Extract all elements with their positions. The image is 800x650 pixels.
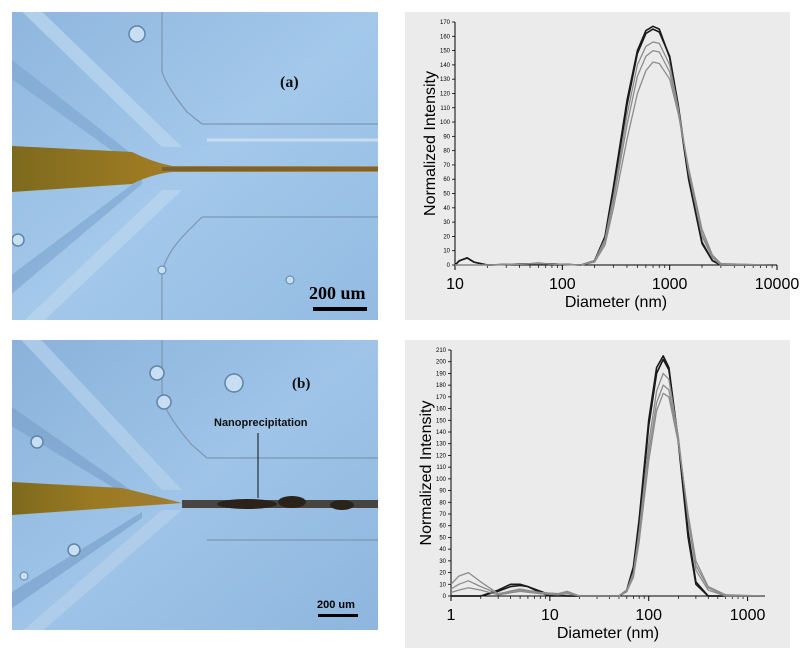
y-tick-label: 130: [440, 77, 451, 83]
micrograph-b-scale-bar: [318, 614, 358, 617]
x-tick-label: 1000: [730, 607, 766, 624]
y-tick-label: 160: [436, 407, 447, 413]
y-tick-label: 70: [443, 163, 450, 169]
chart-a-ylabel: Normalized Intensity: [422, 71, 439, 216]
plot-background: [405, 12, 790, 320]
y-tick-label: 40: [439, 547, 446, 553]
y-tick-label: 110: [436, 465, 446, 471]
micrograph-b-label: (b): [292, 376, 310, 392]
y-tick-label: 170: [440, 20, 451, 26]
x-tick-label: 10000: [755, 276, 800, 293]
y-tick-label: 50: [443, 192, 450, 198]
micrograph-a-label: (a): [280, 74, 299, 91]
micrograph-b-image: (b) Nanoprecipitation 200 um: [12, 340, 378, 630]
y-tick-label: 210: [436, 348, 447, 354]
y-tick-label: 110: [440, 106, 450, 112]
micrograph-a-scale-label: 200 um: [309, 283, 366, 303]
y-tick-label: 200: [436, 360, 447, 366]
x-tick-label: 100: [635, 607, 662, 624]
y-tick-label: 0: [447, 263, 451, 269]
x-tick-label: 1: [447, 607, 456, 624]
y-tick-label: 80: [443, 149, 450, 155]
y-tick-label: 60: [443, 177, 450, 183]
x-tick-label: 10: [541, 607, 559, 624]
y-tick-label: 20: [439, 571, 446, 577]
y-tick-label: 170: [436, 395, 447, 401]
y-tick-label: 90: [443, 134, 450, 140]
dls-chart-b-svg: 0102030405060708090100110120130140150160…: [405, 340, 790, 648]
micrograph-b-scale-label: 200 um: [317, 599, 355, 611]
y-tick-label: 130: [436, 442, 447, 448]
y-tick-label: 150: [440, 49, 451, 55]
series-line-5: [450, 392, 766, 597]
y-tick-label: 60: [439, 524, 446, 530]
micrograph-a: (a) 200 um: [12, 12, 378, 320]
y-tick-label: 160: [440, 34, 451, 40]
plot-background: [405, 340, 790, 648]
micrograph-a-scale-bar: [313, 307, 367, 311]
y-tick-label: 180: [436, 383, 447, 389]
x-tick-label: 10: [446, 276, 464, 293]
y-tick-label: 10: [443, 249, 450, 255]
nanoprecipitation-annotation: Nanoprecipitation: [214, 417, 308, 429]
y-tick-label: 90: [439, 489, 446, 495]
y-tick-label: 40: [443, 206, 450, 212]
chart-a-marks: 0 10 20 30 40 50 60 70 80 90 100 110 120 130 140 150 160…: [440, 20, 799, 293]
dls-chart-b: 0 10 20 30 40 50 60 70 80 90 100 110 120 130 140 150 160…: [405, 340, 790, 650]
y-tick-label: 30: [439, 559, 446, 565]
chart-b-ylabel: Normalized Intensity: [418, 401, 435, 546]
y-tick-label: 0: [443, 594, 447, 600]
y-tick-label: 190: [436, 371, 447, 377]
series-line-5: [455, 61, 767, 266]
y-tick-label: 100: [436, 477, 447, 483]
dls-chart-a: 0 10 20 30 40 50 60 70 80 90 100 110 120 130 140 150 160…: [405, 12, 799, 320]
y-tick-label: 80: [439, 500, 446, 506]
x-tick-label: 1000: [652, 276, 688, 293]
y-tick-label: 120: [440, 91, 451, 97]
y-tick-label: 100: [440, 120, 451, 126]
y-tick-label: 70: [439, 512, 446, 518]
y-tick-label: 10: [439, 582, 446, 588]
y-tick-label: 140: [436, 430, 447, 436]
y-tick-label: 20: [443, 234, 450, 240]
chart-a-xlabel: Diameter (nm): [565, 294, 667, 311]
y-tick-label: 140: [440, 63, 451, 69]
x-tick-label: 100: [549, 276, 576, 293]
y-tick-label: 30: [443, 220, 450, 226]
y-tick-label: 150: [436, 418, 447, 424]
y-tick-label: 50: [439, 535, 446, 541]
micrograph-b: (b) Nanoprecipitation 200 um: [12, 340, 378, 630]
series-line-2: [454, 28, 767, 266]
chart-b-xlabel: Diameter (nm): [557, 625, 659, 642]
chart-b-marks: 0102030405060708090100110120130140150160…: [436, 348, 766, 624]
dls-chart-a-svg: 0 10 20 30 40 50 60 70 80 90 100 110 120 130 140 150 160…: [405, 12, 799, 320]
y-tick-label: 120: [436, 453, 447, 459]
micrograph-a-image: (a) 200 um: [12, 12, 378, 320]
